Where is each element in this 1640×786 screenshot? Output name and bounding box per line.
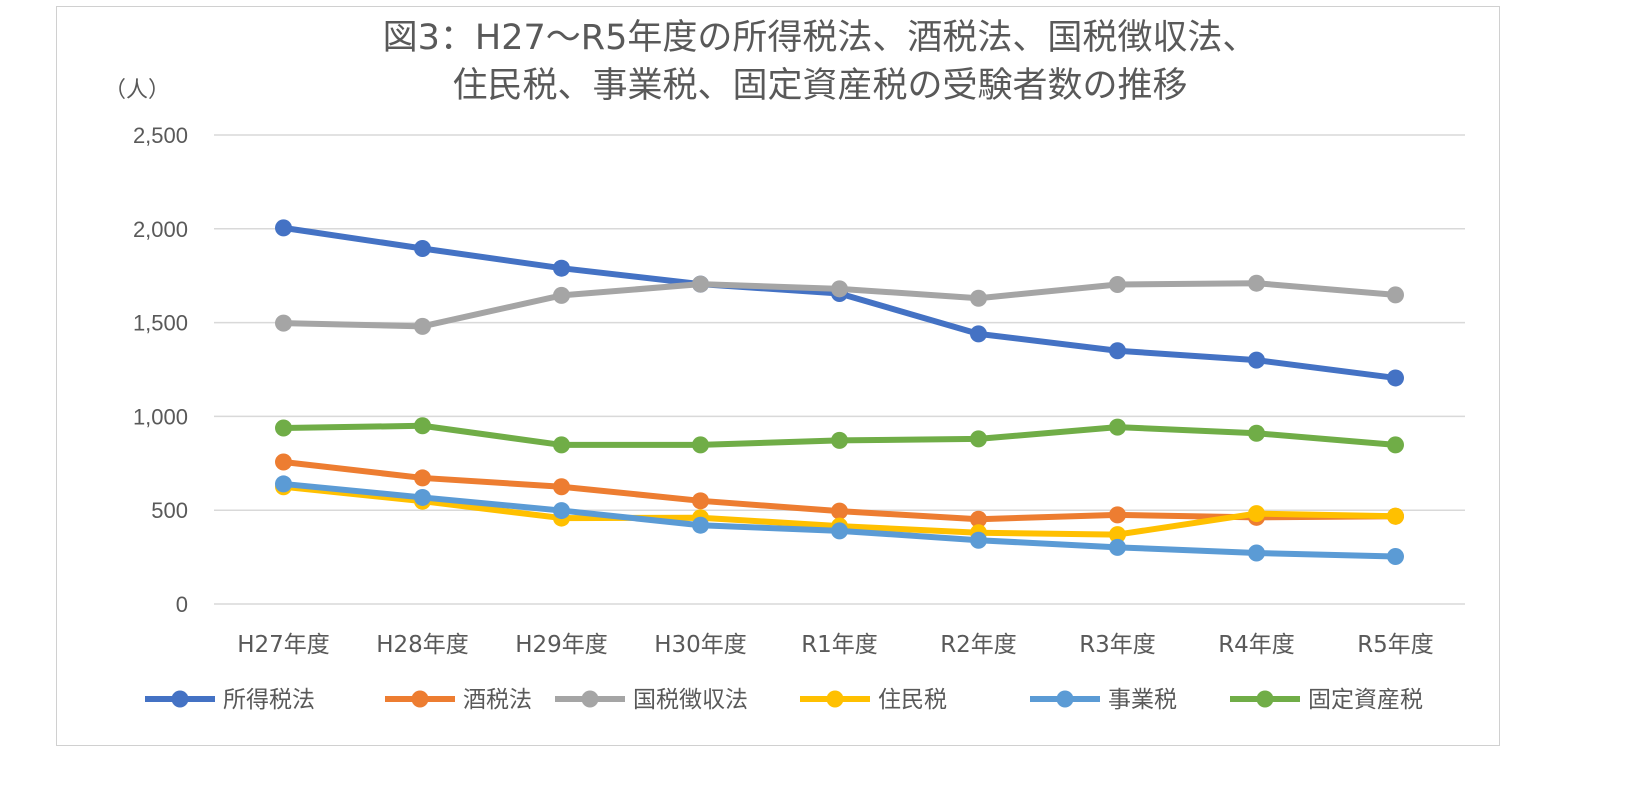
data-point [1109,506,1126,524]
data-point [1248,274,1265,292]
data-point [1109,538,1126,556]
y-tick-label: 2,000 [133,217,188,242]
data-point [1109,276,1126,294]
data-point [1248,544,1265,562]
data-point [414,317,431,335]
chart-title: 図3：H27～R5年度の所得税法、酒税法、国税徴収法、 住民税、事業税、固定資産… [0,14,1640,110]
series-line [280,224,1399,381]
x-tick-label: H30年度 [654,632,747,658]
y-tick-label: 2,500 [133,123,188,148]
data-point [1109,526,1126,544]
x-tick-label: R3年度 [1079,632,1156,658]
data-point [970,325,987,343]
data-point [1109,342,1126,360]
data-point [553,286,570,304]
data-point [414,239,431,257]
data-point [970,510,987,528]
data-point [831,280,848,298]
chart-title-line-1: 図3：H27～R5年度の所得税法、酒税法、国税徴収法、 [382,18,1258,58]
x-tick-label: R4年度 [1218,632,1295,658]
data-point [831,522,848,540]
data-point [553,478,570,496]
data-point [831,431,848,449]
data-point [1387,369,1404,387]
data-point [1387,436,1404,454]
x-tick-label: R5年度 [1357,632,1434,658]
legend-label: 所得税法 [223,687,315,713]
data-point [1387,548,1404,566]
data-point [553,259,570,277]
data-point [553,436,570,454]
y-tick-label: 1,500 [133,311,188,336]
y-tick-label: 500 [151,498,188,523]
legend-marker [1056,690,1074,708]
data-point [692,275,709,293]
y-axis-unit-label: （人） [104,78,171,103]
data-point [1387,286,1404,304]
data-point [692,492,709,510]
data-point [275,219,292,237]
data-point [275,419,292,437]
x-tick-label: H28年度 [376,632,469,658]
data-point [553,502,570,520]
data-point [1109,418,1126,436]
y-tick-label: 0 [176,592,188,617]
data-point [414,417,431,435]
legend-marker [1256,690,1274,708]
data-point [275,475,292,493]
legend-label: 酒税法 [463,687,532,713]
legend-marker [171,690,189,708]
legend-label: 国税徴収法 [633,687,748,713]
data-point [275,453,292,471]
x-tick-label: H29年度 [515,632,608,658]
legend-marker [411,690,429,708]
data-point [1248,351,1265,369]
x-tick-label: R2年度 [940,632,1017,658]
legend-marker [581,690,599,708]
data-point [275,314,292,332]
data-point [970,430,987,448]
legend-marker [826,690,844,708]
legend-label: 事業税 [1108,687,1177,713]
chart-title-line-2: 住民税、事業税、固定資産税の受験者数の推移 [452,66,1188,106]
x-tick-label: H27年度 [237,632,330,658]
legend-label: 住民税 [878,687,947,713]
y-tick-label: 1,000 [133,404,188,429]
data-point [1387,507,1404,525]
data-point [414,488,431,506]
data-point [692,516,709,534]
data-point [1248,424,1265,442]
data-point [1248,505,1265,523]
data-point [692,436,709,454]
data-point [970,289,987,307]
data-point [831,502,848,520]
legend-label: 固定資産税 [1308,687,1423,713]
data-point [970,531,987,549]
chart-frame [56,6,1500,746]
data-point [414,469,431,487]
x-tick-label: R1年度 [801,632,878,658]
